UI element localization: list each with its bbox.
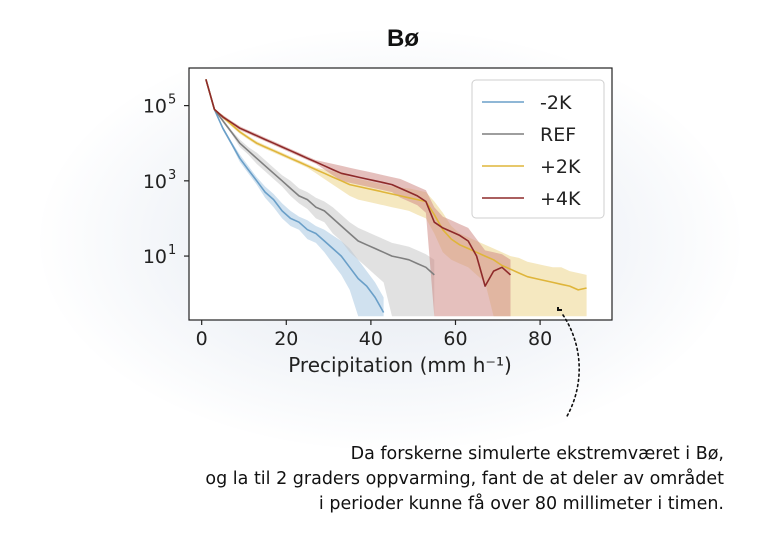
annotation-marker <box>557 307 562 311</box>
series-lines <box>205 79 587 313</box>
band-1 <box>205 79 384 317</box>
y-tick-exponent: 3 <box>168 168 176 183</box>
series-line-3 <box>205 79 587 291</box>
y-tick-exponent: 1 <box>168 243 176 258</box>
y-tick-label: 10 <box>143 96 167 118</box>
legend-label: -2K <box>540 92 572 114</box>
annotation-connector <box>562 314 580 419</box>
y-tick-exponent: 5 <box>168 93 176 108</box>
series-line-2 <box>205 79 435 276</box>
series-line-4 <box>205 79 512 287</box>
chart-title: Bø <box>387 25 419 52</box>
legend-label: +4K <box>540 188 581 210</box>
y-tick-label: 10 <box>143 171 167 193</box>
legend: -2K REF +2K +4K <box>471 79 605 219</box>
legend-frame <box>471 79 605 219</box>
x-tick-label: 0 <box>196 328 208 350</box>
caption-line-1: Da forskerne simulerte ekstremværet i Bø… <box>350 444 724 464</box>
series-line-1 <box>205 79 385 313</box>
y-tick-label: 10 <box>143 246 167 268</box>
caption-line-3: i perioder kunne få over 80 millimeter i… <box>318 494 724 514</box>
x-tick-label: 40 <box>359 328 383 350</box>
uncertainty-bands <box>205 79 587 317</box>
x-tick-label: 80 <box>528 328 552 350</box>
band-4 <box>205 79 511 317</box>
legend-label: +2K <box>540 156 581 178</box>
caption: Da forskerne simulerte ekstremværet i Bø… <box>24 442 724 517</box>
x-tick-label: 20 <box>274 328 298 350</box>
legend-label: REF <box>540 124 576 146</box>
caption-line-2: og la til 2 graders oppvarming, fant de … <box>205 469 724 489</box>
x-axis-ticks: 0 20 40 60 80 <box>196 320 552 350</box>
x-tick-label: 60 <box>443 328 467 350</box>
band-2 <box>205 79 435 317</box>
x-axis-label: Precipitation (mm h⁻¹) <box>288 353 512 377</box>
